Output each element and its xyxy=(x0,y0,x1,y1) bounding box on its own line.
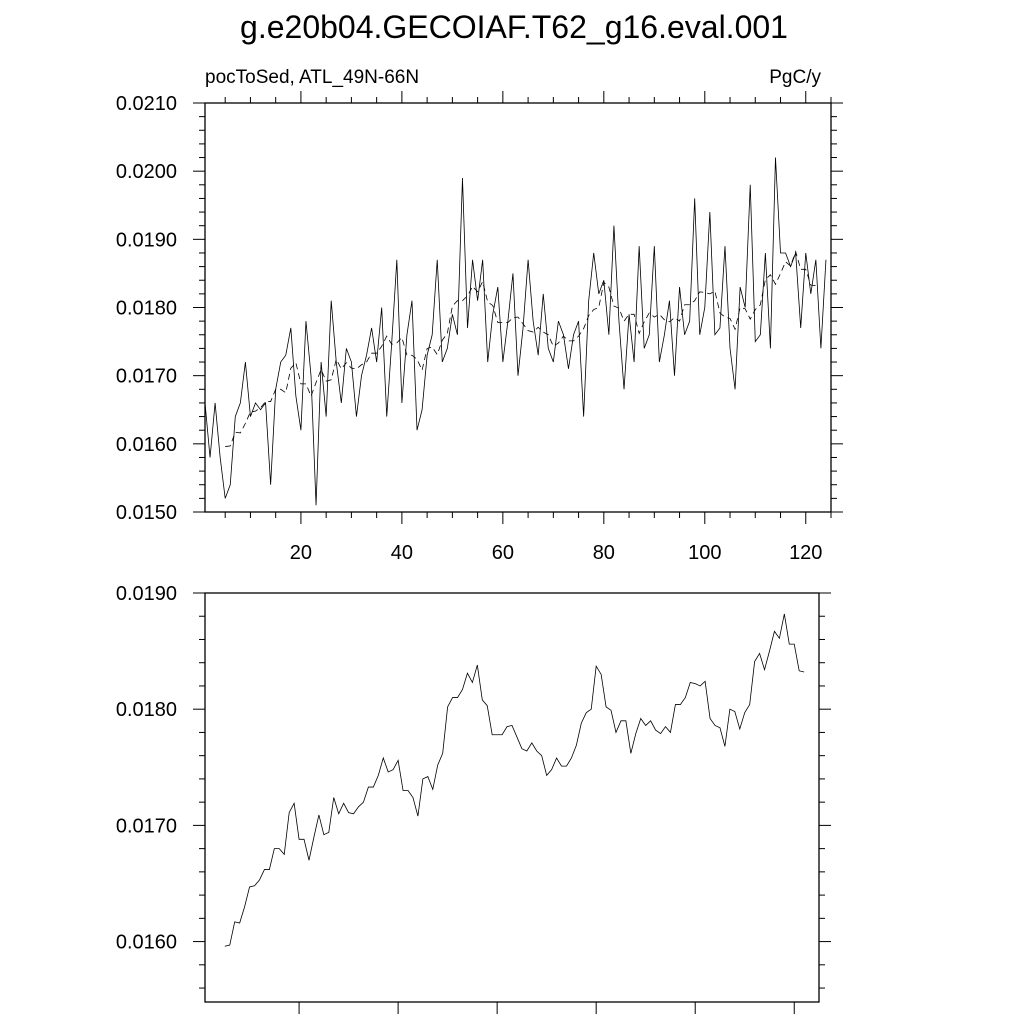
y-tick-label: 0.0170 xyxy=(116,366,177,388)
y-tick-label: 0.0180 xyxy=(116,699,177,721)
bottom-panel: 0.0160 0.0170 0.0180 0.0190 xyxy=(116,583,831,1014)
y-tick-label: 0.0190 xyxy=(116,229,177,251)
plot-frame xyxy=(204,102,832,513)
chart-title: g.e20b04.GECOIAF.T62_g16.eval.001 xyxy=(240,9,788,45)
x-tick-label: 80 xyxy=(593,542,615,564)
x-tick-label: 100 xyxy=(688,542,721,564)
x-tick-label: 120 xyxy=(789,542,822,564)
y-tick-label: 0.0200 xyxy=(116,161,177,183)
series-line xyxy=(204,157,827,506)
x-tick-label: 20 xyxy=(290,542,312,564)
x-tick-label: 40 xyxy=(391,542,413,564)
y-tick-label: 0.0160 xyxy=(116,434,177,456)
plot-frame xyxy=(204,592,820,1003)
variable-label: pocToSed, ATL_49N-66N xyxy=(205,67,419,88)
y-tick-label: 0.0150 xyxy=(116,502,177,524)
y-tick-label: 0.0170 xyxy=(116,815,177,837)
x-tick-label: 60 xyxy=(492,542,514,564)
series-line xyxy=(224,613,805,947)
y-tick-label: 0.0190 xyxy=(116,583,177,605)
y-tick-label: 0.0160 xyxy=(116,932,177,954)
top-panel: pocToSed, ATL_49N-66N PgC/y 20 40 60 80 100 120… xyxy=(116,67,843,564)
running-mean-line xyxy=(225,250,816,447)
y-tick-label: 0.0180 xyxy=(116,298,177,320)
y-tick-label: 0.0210 xyxy=(116,93,177,115)
units-label: PgC/y xyxy=(769,67,821,88)
